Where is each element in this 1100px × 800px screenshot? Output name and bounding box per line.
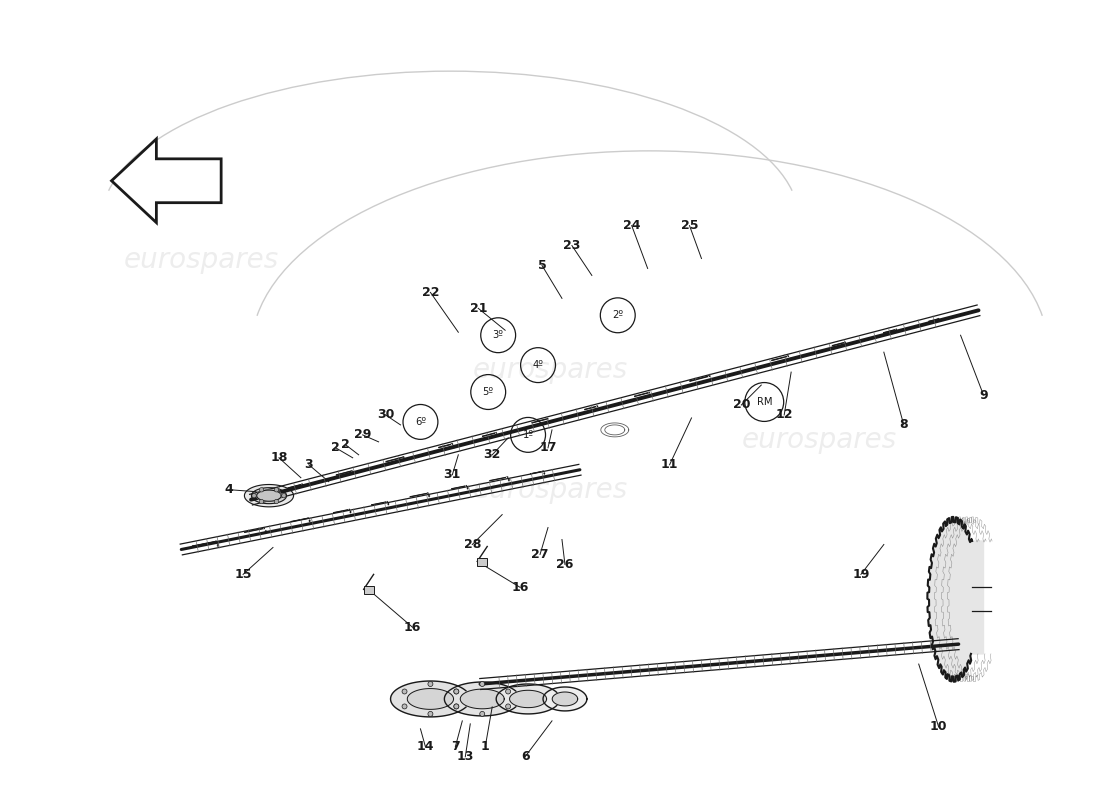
Circle shape — [260, 488, 264, 492]
Text: 17: 17 — [539, 442, 557, 454]
Polygon shape — [217, 544, 219, 546]
Polygon shape — [496, 684, 560, 714]
Text: eurospares: eurospares — [472, 476, 628, 504]
Polygon shape — [509, 690, 547, 708]
Text: 27: 27 — [531, 548, 549, 561]
Text: 19: 19 — [852, 568, 870, 581]
Text: 16: 16 — [512, 581, 529, 594]
Text: 13: 13 — [456, 750, 474, 763]
Circle shape — [480, 682, 485, 686]
Text: 5º: 5º — [483, 387, 494, 397]
Text: 29: 29 — [354, 428, 372, 442]
Polygon shape — [256, 490, 282, 502]
Polygon shape — [598, 408, 600, 410]
Polygon shape — [650, 394, 652, 397]
Polygon shape — [252, 488, 286, 504]
Circle shape — [252, 494, 256, 498]
Text: 18: 18 — [271, 451, 287, 464]
Circle shape — [428, 682, 433, 686]
Text: 22: 22 — [421, 286, 439, 299]
Circle shape — [480, 711, 485, 716]
Text: eurospares: eurospares — [741, 426, 896, 454]
Circle shape — [402, 704, 407, 709]
Polygon shape — [265, 530, 266, 533]
Text: 4: 4 — [224, 483, 233, 496]
Text: 2º: 2º — [613, 310, 624, 320]
Text: 21: 21 — [470, 302, 487, 315]
Polygon shape — [390, 681, 471, 717]
Circle shape — [274, 499, 278, 504]
Text: eurospares: eurospares — [123, 246, 278, 274]
Text: 9: 9 — [979, 389, 988, 402]
Circle shape — [454, 689, 459, 694]
Circle shape — [506, 704, 510, 709]
Circle shape — [454, 704, 459, 709]
Text: 23: 23 — [563, 239, 581, 252]
Circle shape — [454, 689, 459, 694]
Text: 6: 6 — [520, 750, 529, 763]
Circle shape — [274, 488, 278, 492]
Text: 8: 8 — [900, 418, 909, 431]
Polygon shape — [405, 458, 406, 461]
Polygon shape — [460, 689, 504, 709]
Text: 26: 26 — [557, 558, 573, 571]
Polygon shape — [552, 692, 578, 706]
Polygon shape — [790, 358, 791, 361]
Polygon shape — [111, 139, 221, 222]
Text: 16: 16 — [404, 621, 421, 634]
Text: 2: 2 — [341, 438, 350, 451]
Text: 4º: 4º — [532, 360, 543, 370]
Bar — [477, 558, 487, 566]
Text: 14: 14 — [417, 740, 434, 754]
Text: 15: 15 — [234, 568, 252, 581]
Polygon shape — [453, 446, 455, 448]
Text: 5: 5 — [538, 259, 547, 272]
Circle shape — [260, 499, 264, 504]
Text: 30: 30 — [377, 409, 394, 422]
Polygon shape — [927, 517, 983, 682]
Text: 3º: 3º — [493, 330, 504, 340]
Text: 31: 31 — [443, 468, 461, 482]
Polygon shape — [711, 378, 713, 381]
Text: 7: 7 — [451, 740, 460, 754]
Text: 2: 2 — [331, 442, 340, 454]
Text: 3: 3 — [305, 458, 314, 471]
Circle shape — [454, 704, 459, 709]
Text: 11: 11 — [661, 458, 679, 471]
Text: RM: RM — [757, 397, 772, 407]
Text: 20: 20 — [733, 398, 750, 411]
Text: 32: 32 — [484, 448, 500, 462]
Text: eurospares: eurospares — [472, 356, 628, 384]
Text: 1: 1 — [481, 740, 490, 754]
Text: 28: 28 — [463, 538, 481, 551]
Circle shape — [402, 689, 407, 694]
Circle shape — [506, 689, 510, 694]
Text: 25: 25 — [681, 219, 698, 232]
Polygon shape — [549, 421, 550, 423]
Text: 24: 24 — [623, 219, 640, 232]
Text: 12: 12 — [776, 409, 793, 422]
Polygon shape — [444, 682, 520, 716]
Text: 10: 10 — [930, 720, 947, 734]
Polygon shape — [244, 485, 294, 507]
Bar — [364, 586, 374, 594]
Circle shape — [282, 494, 286, 498]
Polygon shape — [497, 434, 498, 436]
Polygon shape — [407, 689, 453, 710]
Circle shape — [428, 711, 433, 716]
Polygon shape — [543, 687, 587, 711]
Text: 6º: 6º — [415, 417, 426, 427]
Text: 1º: 1º — [522, 430, 534, 440]
